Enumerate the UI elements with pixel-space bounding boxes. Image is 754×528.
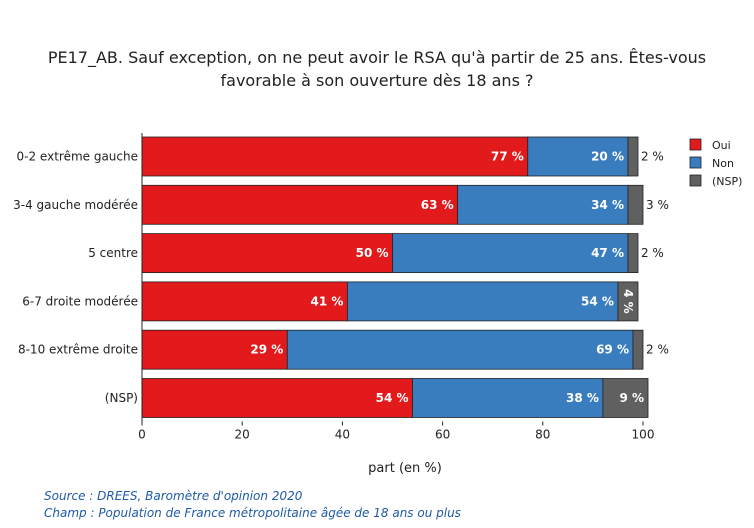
category-label-3: 6-7 droite modérée (22, 294, 138, 308)
data-label-nsp-5: 9 % (619, 391, 644, 405)
bar-non-0 (527, 136, 629, 177)
data-label-non-2: 47 % (591, 246, 624, 260)
category-label-2: 5 centre (88, 246, 138, 260)
legend-label-0: Oui (712, 139, 731, 152)
legend-swatch-0 (689, 138, 702, 151)
source-note: Source : DREES, Baromètre d'opinion 2020 (44, 489, 303, 503)
data-label-nsp-0: 2 % (641, 150, 664, 164)
chart-title-line-2: favorable à son ouverture dès 18 ans ? (220, 71, 534, 90)
x-tick-label-4: 80 (535, 428, 550, 442)
bar-nsp-3 (617, 281, 639, 322)
data-label-non-4: 69 % (596, 343, 629, 357)
category-label-1: 3-4 gauche modérée (13, 198, 138, 212)
bar-nsp-1 (627, 184, 644, 225)
x-tick-label-2: 40 (335, 428, 350, 442)
chart-notes: Source : DREES, Baromètre d'opinion 2020… (44, 488, 461, 522)
bar-non-5 (412, 378, 604, 418)
data-label-non-0: 20 % (591, 150, 624, 164)
category-labels: 0-2 extrême gauche 3-4 gauche modérée 5 ce… (13, 150, 138, 406)
data-label-oui-1: 63 % (421, 198, 454, 212)
data-label-non-5: 38 % (566, 391, 599, 405)
x-tick-label-3: 60 (435, 428, 450, 442)
data-label-nsp-4: 2 % (646, 343, 669, 357)
data-label-oui-4: 29 % (250, 343, 283, 357)
data-label-oui-0: 77 % (491, 150, 524, 164)
bar-oui-0 (141, 136, 529, 177)
bars-layer (141, 136, 649, 418)
data-label-nsp-2: 2 % (641, 246, 664, 260)
bar-non-4 (286, 329, 634, 370)
bar-oui-1 (141, 184, 459, 225)
x-tick-label-0: 0 (138, 428, 146, 442)
data-label-oui-2: 50 % (356, 246, 389, 260)
bar-nsp-5 (602, 378, 649, 418)
bar-nsp-0 (627, 136, 639, 177)
bar-oui-4 (141, 329, 288, 370)
population-note: Champ : Population de France métropolita… (44, 506, 461, 520)
data-label-non-3: 54 % (581, 294, 614, 308)
data-labels-layer: 77 % 20 % 2 % 63 % 34 % 3 % 50 % 47 % 2 % 41 % 54 … (250, 150, 668, 406)
data-label-oui-5: 54 % (376, 391, 409, 405)
legend-swatch-1 (689, 156, 702, 169)
x-tick-label-5: 100 (632, 428, 655, 442)
x-axis: 0 20 40 60 80 100 (138, 133, 654, 442)
bar-oui-5 (141, 378, 413, 418)
category-label-5: (NSP) (105, 391, 138, 405)
bar-non-2 (392, 233, 629, 274)
bar-oui-3 (141, 281, 348, 322)
x-axis-label: part (en %) (368, 461, 442, 476)
data-label-non-1: 34 % (591, 198, 624, 212)
legend-label-2: (NSP) (712, 175, 742, 188)
chart-title: PE17_AB. Sauf exception, on ne peut avoi… (0, 46, 754, 92)
bar-non-3 (347, 281, 619, 322)
chart-title-line-1: PE17_AB. Sauf exception, on ne peut avoi… (47, 48, 707, 67)
data-label-nsp-3: 4 % (621, 289, 635, 314)
bar-nsp-4 (632, 329, 644, 370)
data-label-oui-3: 41 % (311, 294, 344, 308)
bar-oui-2 (141, 233, 393, 274)
data-label-nsp-1: 3 % (646, 198, 669, 212)
category-label-0: 0-2 extrême gauche (17, 150, 139, 164)
category-label-4: 8-10 extrême droite (18, 343, 138, 357)
bar-nsp-2 (627, 233, 639, 274)
legend: Oui Non (NSP) (689, 138, 742, 188)
x-tick-label-1: 20 (235, 428, 250, 442)
legend-swatch-2 (689, 174, 702, 187)
legend-label-1: Non (712, 157, 734, 170)
